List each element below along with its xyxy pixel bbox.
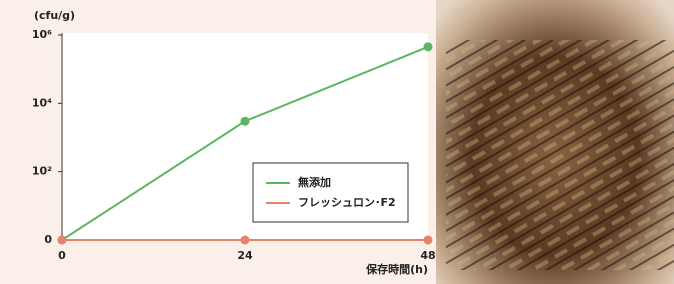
chart: (cfu/g) 保存時間(h) 0 10² 10⁴ 10⁶ 0 24 48 無添加フレッシュロ… [0,0,674,284]
legend-label: 無添加 [298,175,331,189]
y-tick-label: 10⁴ [32,96,52,109]
data-point [58,236,67,245]
x-tick-label: 48 [420,249,435,262]
food-texture [446,40,674,270]
page: {"chart_data":{"type":"line","y_unit":"(… [0,0,674,284]
x-tick-label: 0 [58,249,66,262]
data-point [424,236,433,245]
y-tick-label: 10² [32,165,52,178]
data-point [241,236,250,245]
y-tick-label: 0 [44,233,52,246]
y-tick-label: 10⁶ [32,28,52,41]
x-tick-label: 24 [237,249,253,262]
x-axis-label: 保存時間(h) [365,262,428,276]
y-unit: (cfu/g) [34,9,75,22]
legend [253,163,408,222]
data-point [241,117,250,126]
legend-label: フレッシュロン･F2 [298,196,396,209]
data-point [424,42,433,51]
